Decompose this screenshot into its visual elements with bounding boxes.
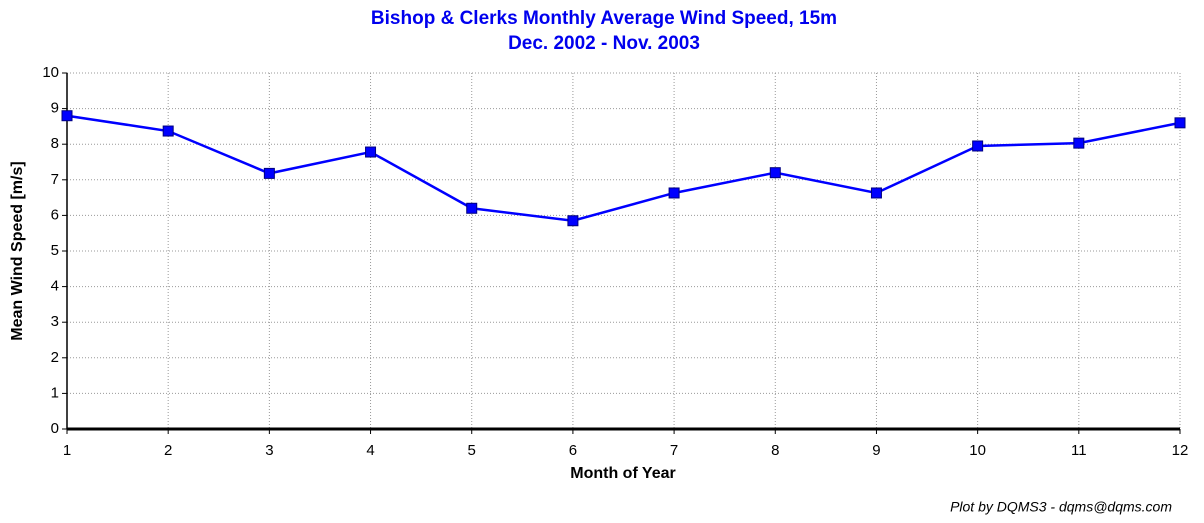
data-point	[1074, 138, 1084, 148]
y-tick-label: 3	[51, 313, 59, 330]
x-tick-label: 2	[164, 442, 172, 459]
data-point	[871, 188, 881, 198]
x-tick-label: 1	[63, 442, 71, 459]
data-point	[973, 141, 983, 151]
data-point	[467, 203, 477, 213]
y-tick-label: 8	[51, 135, 59, 152]
y-tick-label: 0	[51, 420, 59, 437]
y-tick-label: 2	[51, 349, 59, 366]
x-tick-label: 10	[969, 442, 986, 459]
x-tick-label: 9	[872, 442, 880, 459]
chart-subtitle: Dec. 2002 - Nov. 2003	[508, 33, 700, 54]
y-tick-label: 6	[51, 206, 59, 223]
y-tick-label: 10	[42, 64, 59, 81]
data-point	[1175, 118, 1185, 128]
data-point	[669, 188, 679, 198]
x-tick-label: 3	[265, 442, 273, 459]
x-tick-label: 8	[771, 442, 779, 459]
x-tick-label: 4	[366, 442, 374, 459]
data-point	[163, 126, 173, 136]
y-tick-label: 9	[51, 100, 59, 117]
data-point	[62, 111, 72, 121]
data-point	[770, 168, 780, 178]
x-tick-label: 6	[569, 442, 577, 459]
chart-title: Bishop & Clerks Monthly Average Wind Spe…	[371, 8, 837, 29]
y-tick-label: 5	[51, 242, 59, 259]
x-tick-label: 7	[670, 442, 678, 459]
y-tick-label: 1	[51, 384, 59, 401]
x-tick-label: 11	[1071, 442, 1087, 459]
data-point	[568, 216, 578, 226]
plot-area	[67, 73, 1180, 429]
x-tick-label: 12	[1172, 442, 1189, 459]
credit-note: Plot by DQMS3 - dqms@dqms.com	[950, 499, 1172, 515]
y-tick-label: 7	[51, 171, 59, 188]
y-tick-label: 4	[51, 278, 59, 295]
data-point	[366, 147, 376, 157]
data-point	[264, 168, 274, 178]
chart: Bishop & Clerks Monthly Average Wind Spe…	[0, 0, 1204, 518]
y-axis-label: Mean Wind Speed [m/s]	[9, 161, 26, 340]
x-tick-label: 5	[468, 442, 476, 459]
x-axis-label: Month of Year	[570, 465, 676, 482]
